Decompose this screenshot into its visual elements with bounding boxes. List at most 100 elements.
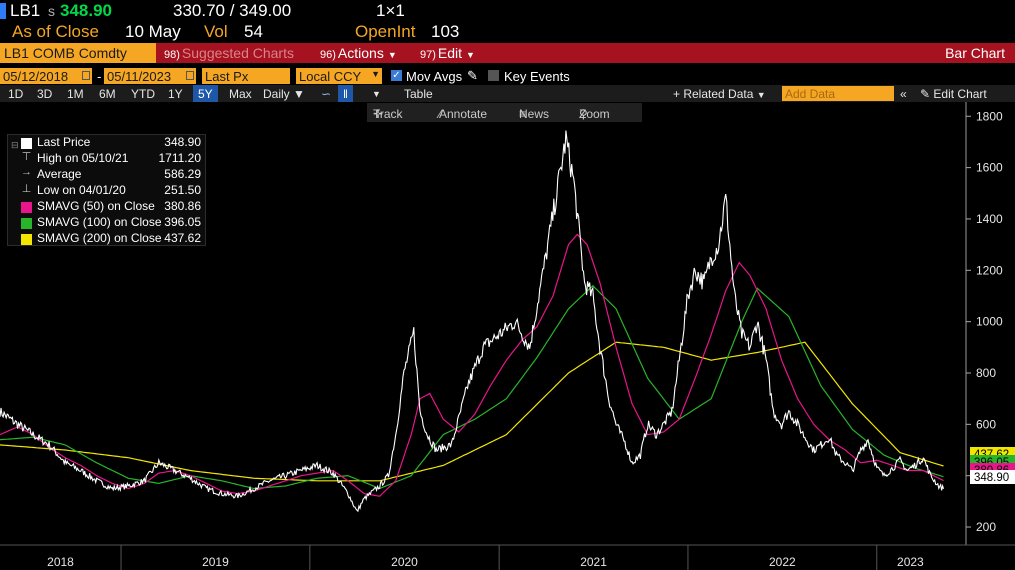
currency-select[interactable]: Local CCY ▼ [296, 68, 382, 84]
suggested-charts-button[interactable]: 98) Suggested Charts [160, 43, 298, 63]
mov-avgs-label: Mov Avgs [406, 69, 463, 84]
edit-label: Edit [437, 45, 463, 61]
period-ytd[interactable]: YTD [131, 87, 155, 101]
related-data-label: Related Data [683, 87, 754, 101]
price-chart[interactable]: 20040060080010001200140016001800 2018201… [0, 102, 1015, 570]
y-tick-label: 600 [976, 417, 996, 431]
high-marker-icon: ⊤ [21, 151, 32, 163]
legend-name: High on 05/10/21 [37, 151, 129, 165]
legend-value: 396.05 [164, 215, 201, 229]
volume-label: Vol [204, 22, 228, 41]
edit-chart-label: Edit Chart [933, 87, 987, 101]
low-marker-icon: ⊥ [21, 183, 32, 195]
suggested-charts-num: 98) [164, 49, 180, 61]
news-label: News [519, 107, 550, 121]
options-row: 05/12/2018 - 05/11/2023 Last Px Local CC… [0, 67, 1015, 85]
legend-row-last-price[interactable]: Last Price 348.90 [8, 135, 207, 151]
legend-collapse-icon[interactable]: ⊟ [11, 140, 19, 150]
legend-name: SMAVG (50) on Close [37, 199, 155, 213]
frequency-value: Daily [263, 87, 290, 101]
table-toggle[interactable]: Table [404, 87, 433, 101]
legend-swatch [21, 202, 32, 213]
legend-row-high[interactable]: ⊤ High on 05/10/21 1711.20 [8, 151, 207, 167]
legend-row-smavg-200[interactable]: SMAVG (200) on Close 437.62 [8, 231, 207, 247]
annotate-label: Annotate [439, 107, 488, 121]
openint-label: OpenInt [355, 22, 416, 41]
price-range: 330.70 / 349.00 [173, 1, 292, 20]
collapse-icon[interactable]: « [900, 87, 907, 101]
add-data-input[interactable]: Add Data [782, 86, 894, 101]
period-6m[interactable]: 6M [99, 87, 116, 101]
line-chart-icon[interactable]: ∽ [321, 87, 332, 101]
edit-chart-button[interactable]: ✎ Edit Chart [915, 85, 992, 102]
legend-value: 586.29 [164, 167, 201, 181]
series-line-smavg-50-on-close [0, 233, 944, 497]
edit-menu-button[interactable]: 97) Edit ▼ [416, 43, 479, 63]
price-field-select[interactable]: Last Px [202, 68, 290, 84]
legend-name: SMAVG (100) on Close [37, 215, 162, 229]
frequency-select[interactable]: Daily ▼ [258, 85, 310, 102]
asof-date: 10 May [125, 22, 181, 41]
security-marker [0, 3, 6, 19]
period-max[interactable]: Max [229, 87, 252, 101]
currency-value: Local CCY [299, 69, 362, 84]
legend-row-average[interactable]: → Average 586.29 [8, 166, 207, 183]
key-events-checkbox[interactable] [488, 70, 499, 81]
chevron-down-icon: ▼ [756, 90, 766, 100]
calendar-icon[interactable] [82, 71, 90, 80]
legend-row-smavg-50[interactable]: SMAVG (50) on Close 380.86 [8, 199, 207, 215]
bar-chart-icon[interactable]: ‖ [338, 85, 353, 102]
news-icon: ≡ [519, 107, 527, 121]
y-tick-label: 200 [976, 520, 996, 534]
legend-row-smavg-100[interactable]: SMAVG (100) on Close 396.05 [8, 215, 207, 231]
chevron-down-icon: ▼ [466, 50, 475, 60]
pencil-icon[interactable]: ✎ [467, 68, 478, 83]
crosshair-icon: ✛ [373, 107, 384, 121]
chart-style-dropdown[interactable]: ▼ [372, 89, 381, 99]
series-line-smavg-200-on-close [0, 341, 944, 482]
key-events-label: Key Events [504, 69, 570, 84]
mov-avgs-checkbox[interactable]: ✓ [391, 70, 402, 81]
legend-value: 380.86 [164, 199, 201, 213]
x-tick-label: 2023 [897, 555, 924, 569]
zoom-label: Zoom [579, 107, 610, 121]
actions-menu-button[interactable]: 96) Actions ▼ [316, 43, 401, 63]
quote-header: LB1 s 348.90 330.70 / 349.00 1×1 [0, 0, 1015, 22]
start-date-field[interactable]: 05/12/2018 [0, 68, 92, 84]
period-toolbar: 1D 3D 1M 6M YTD 1Y 5Y Max Daily ▼ ∽ ‖ ▼ … [0, 85, 1015, 102]
actions-num: 96) [320, 49, 336, 61]
x-tick-label: 2019 [202, 555, 229, 569]
chevron-down-icon: ▼ [371, 69, 380, 79]
volume-value: 54 [244, 22, 263, 41]
y-tick-label: 1000 [976, 315, 1003, 329]
pencil-icon: ✎ [920, 87, 931, 101]
period-5y[interactable]: 5Y [193, 85, 218, 102]
legend-value: 1711.20 [158, 151, 202, 165]
ticker-label: LB1 [10, 1, 41, 20]
chart-legend[interactable]: ⊟ Last Price 348.90 ⊤ High on 05/10/21 1… [7, 134, 206, 246]
chart-type-title: Bar Chart [945, 45, 1005, 61]
period-3d[interactable]: 3D [37, 87, 53, 101]
y-tick-label: 800 [976, 366, 996, 380]
command-bar: LB1 COMB Comdty 98) Suggested Charts 96) A… [0, 43, 1015, 63]
edit-num: 97) [420, 49, 436, 61]
magnifier-icon: ⚲ [579, 107, 588, 121]
legend-name: SMAVG (200) on Close [37, 231, 162, 245]
annotate-icon: ∕ [439, 107, 442, 121]
y-tick-label: 1200 [976, 263, 1003, 277]
period-1d[interactable]: 1D [8, 87, 24, 101]
value-tag-label: 348.90 [974, 472, 1009, 484]
session-header: As of Close 10 May Vol 54 OpenInt 103 [0, 22, 1015, 42]
legend-row-low[interactable]: ⊥ Low on 04/01/20 251.50 [8, 183, 207, 199]
legend-swatch [21, 218, 32, 229]
period-1m[interactable]: 1M [67, 87, 84, 101]
y-tick-label: 1800 [976, 109, 1003, 123]
chevron-down-icon: ▼ [293, 87, 305, 101]
series-line-last-price [0, 130, 945, 513]
related-data-button[interactable]: + Related Data ▼ [673, 87, 766, 101]
security-field[interactable]: LB1 COMB Comdty [0, 43, 156, 63]
calendar-icon[interactable] [186, 71, 194, 80]
period-1y[interactable]: 1Y [168, 87, 183, 101]
suggested-charts-label: Suggested Charts [181, 45, 294, 61]
end-date-field[interactable]: 05/11/2023 [104, 68, 196, 84]
